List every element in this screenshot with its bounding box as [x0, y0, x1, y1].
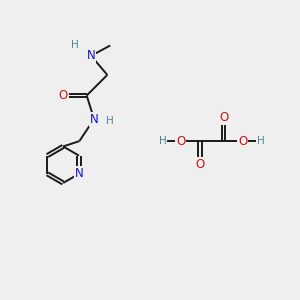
- Text: O: O: [176, 135, 185, 148]
- Text: O: O: [58, 89, 68, 102]
- Text: N: N: [90, 112, 98, 126]
- Text: N: N: [75, 167, 83, 180]
- Text: N: N: [87, 49, 95, 62]
- Text: O: O: [238, 135, 248, 148]
- Text: H: H: [71, 40, 79, 50]
- Text: H: H: [257, 136, 265, 146]
- Text: O: O: [219, 111, 228, 124]
- Text: O: O: [195, 158, 205, 171]
- Text: H: H: [159, 136, 167, 146]
- Text: H: H: [106, 116, 114, 126]
